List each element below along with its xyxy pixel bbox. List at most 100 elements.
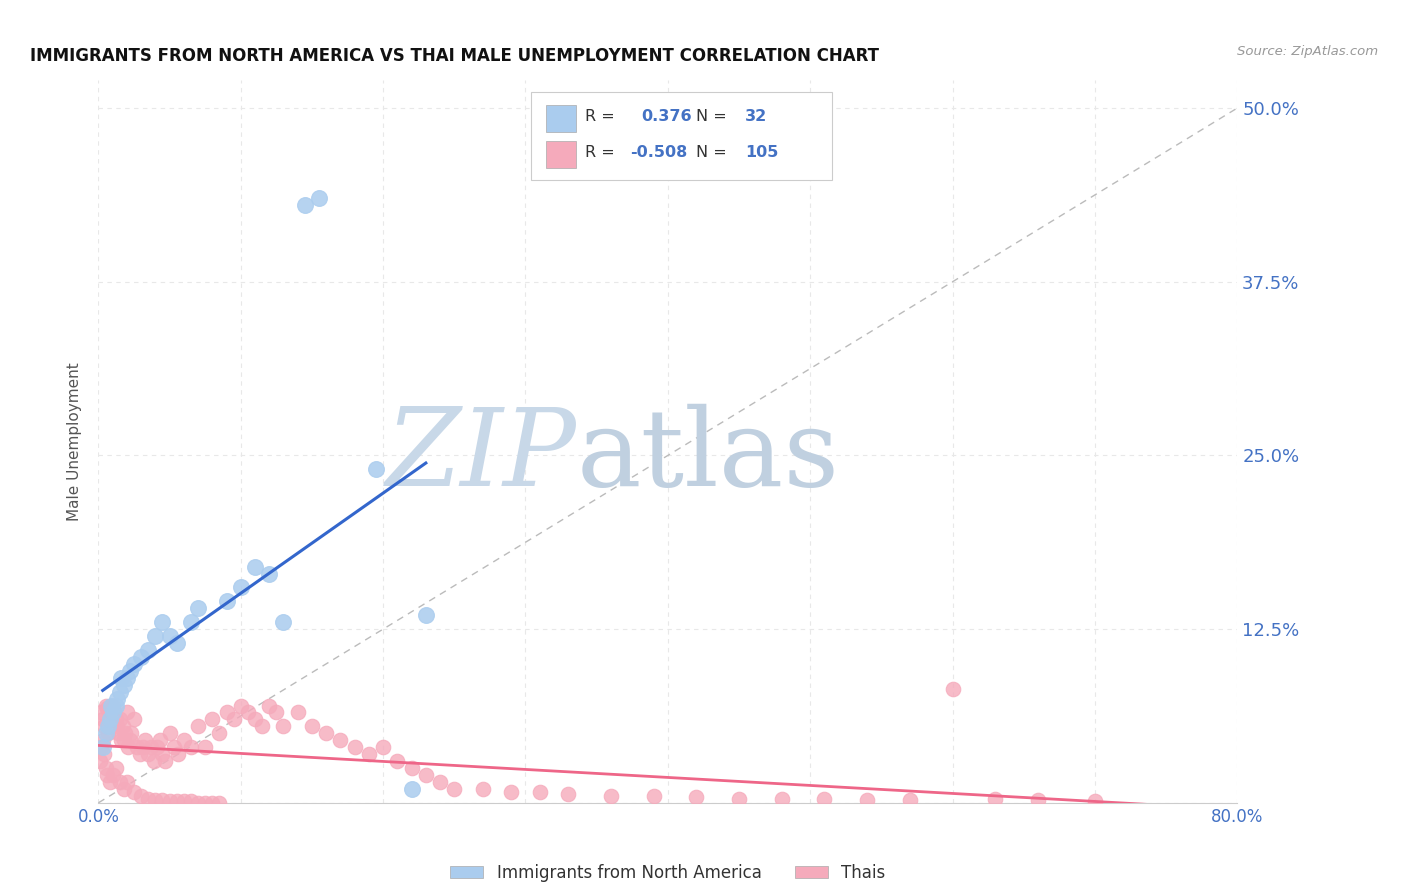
Point — [98, 775, 121, 789]
Point — [105, 719, 128, 733]
Point — [115, 775, 138, 789]
Point — [98, 713, 121, 727]
Text: 32: 32 — [745, 109, 768, 124]
Point — [401, 761, 423, 775]
Point — [146, 740, 169, 755]
Point — [98, 713, 121, 727]
Point — [166, 794, 188, 808]
Point — [93, 719, 115, 733]
Point — [104, 698, 127, 713]
Point — [110, 733, 132, 747]
Text: N =: N = — [696, 109, 727, 124]
Point — [401, 781, 423, 796]
Point — [118, 664, 141, 678]
Point — [159, 726, 181, 740]
Point — [115, 706, 138, 720]
Point — [243, 559, 266, 574]
Point — [110, 671, 132, 685]
Point — [208, 796, 231, 810]
Point — [1026, 793, 1049, 807]
Point — [159, 629, 181, 643]
Point — [101, 706, 124, 720]
Point — [373, 740, 395, 755]
Point — [129, 789, 152, 803]
Point — [329, 733, 352, 747]
Point — [273, 719, 295, 733]
Point — [301, 719, 323, 733]
Point — [357, 747, 380, 761]
Point — [91, 740, 114, 755]
Point — [215, 706, 238, 720]
Point — [117, 740, 139, 755]
Point — [152, 747, 174, 761]
Point — [180, 740, 202, 755]
Point — [101, 768, 124, 782]
Point — [152, 793, 174, 807]
Point — [155, 754, 177, 768]
Point — [149, 733, 172, 747]
Point — [93, 747, 115, 761]
Point — [139, 740, 162, 755]
Point — [97, 726, 120, 740]
Point — [142, 754, 165, 768]
Point — [96, 701, 118, 715]
Text: atlas: atlas — [576, 403, 839, 508]
Point — [187, 601, 209, 615]
Point — [187, 796, 209, 810]
Y-axis label: Male Unemployment: Male Unemployment — [67, 362, 83, 521]
Point — [108, 775, 131, 789]
Point — [201, 796, 224, 810]
Point — [128, 747, 150, 761]
Point — [97, 719, 120, 733]
Point — [173, 794, 195, 808]
Point — [125, 740, 148, 755]
Point — [152, 615, 174, 630]
Point — [898, 793, 921, 807]
Point — [163, 740, 186, 755]
Point — [100, 719, 122, 733]
Point — [112, 733, 135, 747]
Point — [134, 733, 156, 747]
Point — [90, 706, 112, 720]
Point — [1084, 794, 1107, 808]
Point — [173, 733, 195, 747]
Point — [91, 733, 114, 747]
Point — [201, 713, 224, 727]
Point — [122, 713, 145, 727]
Point — [266, 706, 288, 720]
Point — [112, 781, 135, 796]
Point — [111, 719, 134, 733]
Point — [104, 761, 127, 775]
Text: R =: R = — [585, 109, 614, 124]
Point — [600, 789, 623, 803]
Point — [136, 791, 159, 805]
Point — [187, 719, 209, 733]
Point — [728, 791, 751, 805]
Point — [118, 733, 141, 747]
Point — [136, 747, 159, 761]
Point — [343, 740, 366, 755]
Text: 105: 105 — [745, 145, 779, 160]
Point — [112, 678, 135, 692]
Point — [643, 789, 665, 803]
Text: IMMIGRANTS FROM NORTH AMERICA VS THAI MALE UNEMPLOYMENT CORRELATION CHART: IMMIGRANTS FROM NORTH AMERICA VS THAI MA… — [30, 47, 879, 65]
Point — [529, 785, 551, 799]
Point — [685, 790, 707, 805]
Point — [105, 691, 128, 706]
Point — [100, 698, 122, 713]
Point — [90, 740, 112, 755]
Point — [429, 775, 451, 789]
Point — [122, 785, 145, 799]
Point — [229, 581, 252, 595]
Point — [471, 781, 494, 796]
Point — [136, 643, 159, 657]
Point — [145, 629, 167, 643]
Text: N =: N = — [696, 145, 727, 160]
Text: -0.508: -0.508 — [630, 145, 688, 160]
Point — [315, 726, 337, 740]
Point — [294, 198, 316, 212]
Point — [94, 726, 117, 740]
Text: ZIP: ZIP — [385, 403, 576, 508]
Point — [180, 794, 202, 808]
Point — [259, 698, 281, 713]
